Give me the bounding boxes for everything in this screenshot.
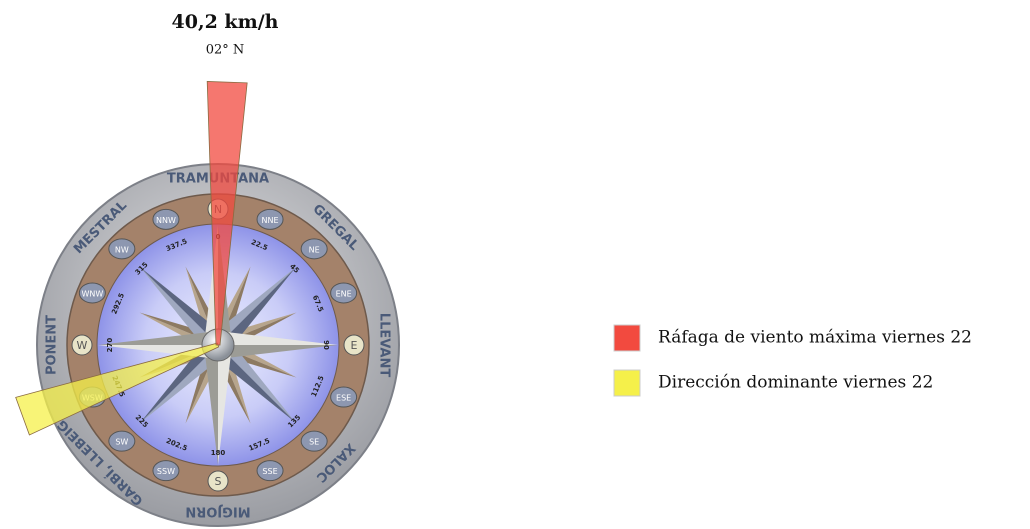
point-badge [330,282,358,304]
star-arm [204,345,218,465]
point-badge [207,470,229,492]
point-badge [71,334,93,356]
point-badge [78,282,106,304]
point-badge [256,460,284,482]
point-name: E [351,339,358,352]
point-name: W [77,339,88,352]
wind-wedges [15,81,248,436]
wind-name: MIGJORN [185,504,250,519]
star-arm [218,345,338,359]
point-name: SSW [157,467,175,476]
point-name: SW [115,438,128,447]
point-badge [330,386,358,408]
star-arm [218,345,232,465]
direction: 02° N [206,43,245,58]
star-arm [140,267,227,345]
point-badge [300,430,328,452]
speed: 40,2 km/h [172,11,279,33]
point-badge [108,430,136,452]
point-badge [300,238,328,260]
star-arm [218,267,296,354]
legend-swatch [613,369,641,397]
star-arm [209,345,296,423]
star-arm [218,331,338,345]
point-name: NNW [156,216,176,225]
star-arm [140,336,218,423]
legend-swatch [613,324,641,352]
point-badge [256,208,284,230]
point-name: NE [309,245,320,254]
point-badge [152,460,180,482]
legend-label: Ráfaga de viento máxima viernes 22 [658,328,972,348]
degree-label: 270 [106,338,114,353]
compass-star [98,225,338,465]
point-name: S [215,475,222,488]
wind-name: LLEVANT [377,313,392,378]
degree-label: 180 [211,449,226,457]
point-name: NNE [262,216,279,225]
star-arm [98,331,218,345]
point-name: SE [309,438,319,447]
star-arm [140,267,218,354]
wind-name: PONENT [45,315,60,375]
point-name: SSE [262,467,277,476]
legend-label: Dirección dominante viernes 22 [658,373,933,393]
star-arm [209,267,296,345]
point-badge [152,208,180,230]
point-name: NW [115,245,129,254]
degree-label: 90 [322,340,330,350]
point-name: ESE [336,394,351,403]
point-name: ENE [336,289,352,298]
legend: Ráfaga de viento máxima viernes 22 Direcc… [613,324,972,397]
star-arm [140,345,227,423]
gust-wedge [206,81,248,346]
point-badge [343,334,365,356]
point-name: WNW [81,289,103,298]
star-arm [218,336,296,423]
point-badge [108,238,136,260]
